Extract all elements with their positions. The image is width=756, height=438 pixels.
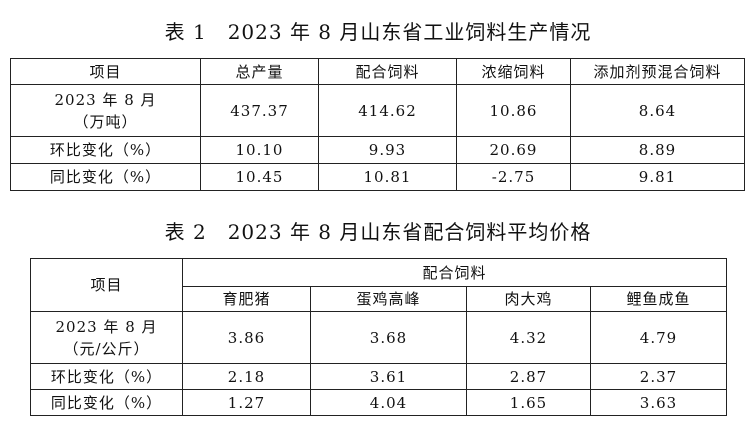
value-cell: 414.62: [318, 84, 457, 137]
value-cell: 437.37: [200, 84, 319, 137]
production-table: 项目 总产量 配合饲料 浓缩饲料 添加剂预混合饲料 2023 年 8 月 （万吨） 437.3…: [10, 58, 745, 191]
value-cell: 2.87: [466, 363, 591, 390]
header-cell: 鲤鱼成鱼: [589, 286, 728, 312]
value-cell: 4.79: [589, 311, 728, 364]
label-line: 2023 年 8 月: [54, 90, 157, 109]
value-cell: 3.86: [182, 311, 311, 364]
header-cell: 项目: [30, 258, 183, 312]
table-row: 同比变化（%） 1.27 4.04 1.65 3.63: [30, 389, 728, 416]
group-header: 配合饲料: [181, 258, 728, 287]
header-row: 育肥猪 蛋鸡高峰 肉大鸡 鲤鱼成鱼: [31, 286, 728, 312]
header-cell: 浓缩饲料: [456, 58, 571, 85]
header-cell: 项目: [10, 58, 201, 85]
table-row: 2023 年 8 月 （元/公斤） 3.86 3.68 4.32 4.79: [30, 311, 728, 364]
value-cell: 20.69: [456, 136, 571, 164]
row-label: 2023 年 8 月 （元/公斤）: [30, 311, 183, 364]
value-cell: 4.32: [466, 311, 591, 364]
value-cell: 10.45: [200, 163, 319, 191]
row-label: 环比变化（%）: [30, 363, 183, 390]
value-cell: 3.63: [589, 389, 728, 416]
table-title: 表 1 2023 年 8 月山东省工业饲料生产情况: [164, 20, 592, 44]
value-cell: 1.65: [466, 389, 591, 416]
row-label: 2023 年 8 月 （万吨）: [10, 84, 201, 137]
header-row: 项目 配合饲料: [30, 258, 728, 312]
header-cell: 肉大鸡: [466, 286, 591, 312]
value-cell: 9.81: [570, 163, 745, 191]
header-cell: 配合饲料: [318, 58, 457, 85]
row-label: 同比变化（%）: [10, 163, 201, 191]
label-line: 环比变化（%）: [50, 367, 163, 386]
value-cell: 10.10: [200, 136, 319, 164]
value-cell: 1.27: [182, 389, 311, 416]
label-line: （元/公斤）: [63, 339, 150, 358]
header-cell: 总产量: [200, 58, 319, 85]
value-cell: 3.61: [310, 363, 467, 390]
value-cell: 2.18: [182, 363, 311, 390]
value-cell: 10.86: [456, 84, 571, 137]
label-line: 同比变化（%）: [49, 168, 162, 186]
label-line: （万吨）: [73, 112, 138, 131]
header-cell: 添加剂预混合饲料: [570, 58, 745, 85]
table-row: 环比变化（%） 10.10 9.93 20.69 8.89: [10, 136, 745, 164]
price-table: 项目 配合饲料 育肥猪 蛋鸡高峰 肉大鸡 鲤鱼成鱼 2023 年 8 月 （元/公斤） 3.86…: [30, 258, 728, 416]
header-cell: 育肥猪: [182, 286, 311, 312]
value-cell: -2.75: [456, 163, 571, 191]
header-cell: 蛋鸡高峰: [310, 286, 467, 312]
table-row: 同比变化（%） 10.45 10.81 -2.75 9.81: [10, 163, 745, 191]
value-cell: 4.04: [310, 389, 467, 416]
value-cell: 3.68: [310, 311, 467, 364]
value-cell: 9.93: [318, 136, 457, 164]
table-row: 环比变化（%） 2.18 3.61 2.87 2.37: [30, 363, 728, 390]
label-line: 环比变化（%）: [49, 141, 162, 159]
row-label: 同比变化（%）: [30, 389, 183, 416]
table-row: 2023 年 8 月 （万吨） 437.37 414.62 10.86 8.64: [10, 84, 745, 137]
label-line: 同比变化（%）: [50, 393, 163, 412]
header-row: 项目 总产量 配合饲料 浓缩饲料 添加剂预混合饲料: [10, 58, 745, 85]
value-cell: 2.37: [589, 363, 728, 390]
value-cell: 8.64: [570, 84, 745, 137]
table-title: 表 2 2023 年 8 月山东省配合饲料平均价格: [164, 220, 592, 244]
value-cell: 10.81: [318, 163, 457, 191]
row-label: 环比变化（%）: [10, 136, 201, 164]
value-cell: 8.89: [570, 136, 745, 164]
label-line: 2023 年 8 月: [55, 317, 158, 336]
